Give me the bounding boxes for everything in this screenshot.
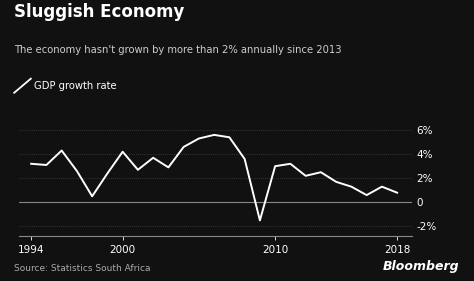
Text: Bloomberg: Bloomberg: [383, 260, 460, 273]
Text: GDP growth rate: GDP growth rate: [34, 81, 117, 91]
Text: Source: Statistics South Africa: Source: Statistics South Africa: [14, 264, 151, 273]
Text: The economy hasn't grown by more than 2% annually since 2013: The economy hasn't grown by more than 2%…: [14, 45, 342, 55]
Text: Sluggish Economy: Sluggish Economy: [14, 3, 184, 21]
